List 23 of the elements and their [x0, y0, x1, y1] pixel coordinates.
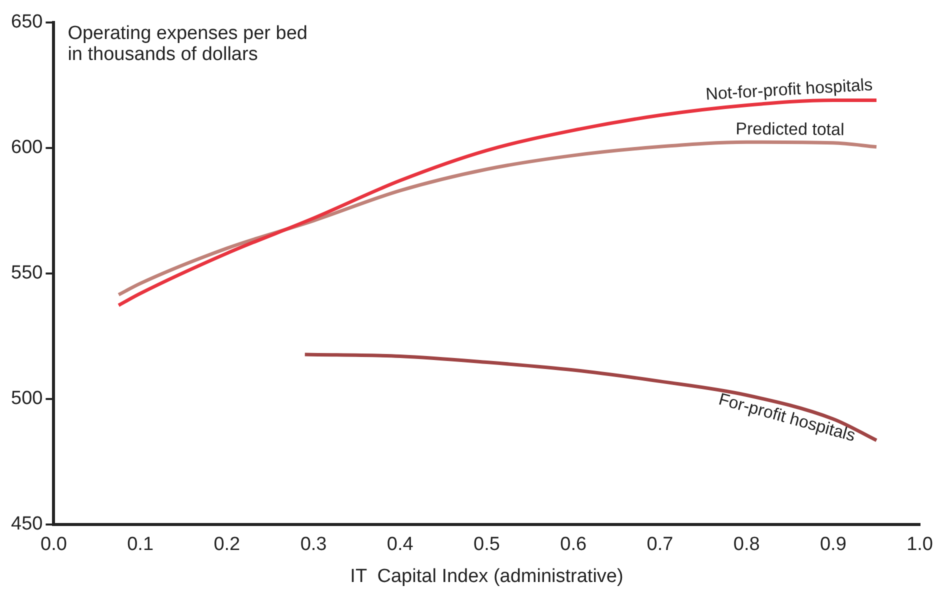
x-tick-label: 0.5: [474, 534, 500, 556]
x-tick-label: 0.8: [733, 534, 760, 556]
line-series: [116, 98, 878, 308]
y-tick-label: 500: [11, 388, 43, 410]
x-tick-label: 0.7: [646, 534, 674, 556]
x-tick-label: 0.9: [820, 534, 846, 556]
line-series: [303, 352, 878, 442]
x-tick-label: 0.2: [214, 534, 240, 556]
x-tick-label: 0.1: [127, 534, 154, 556]
x-tick-label: 0.0: [40, 534, 67, 556]
x-tick-label: 1.0: [906, 534, 934, 556]
x-axis-title: IT Capital Index (administrative): [350, 566, 624, 587]
x-tick-label: 0.4: [386, 534, 414, 556]
y-tick-label: 450: [11, 514, 43, 535]
series-label: Not-for-profit hospitals: [705, 75, 874, 104]
series-label: Predicted total: [736, 119, 844, 140]
y-tick-label: 650: [11, 12, 43, 33]
y-axis-title: Operating expenses per bed in thousands of dollars: [68, 23, 308, 66]
y-tick-label: 600: [11, 137, 43, 158]
x-tick-label: 0.3: [300, 534, 327, 556]
line-series: [116, 140, 878, 296]
x-tick-label: 0.6: [560, 534, 587, 556]
y-tick-label: 550: [11, 262, 43, 284]
